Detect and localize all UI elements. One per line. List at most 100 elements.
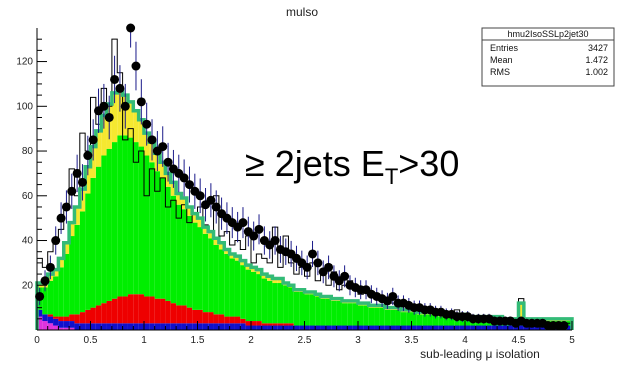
histogram-layer bbox=[37, 90, 572, 330]
red-bin-2 bbox=[47, 314, 54, 317]
blue-bin-38 bbox=[240, 323, 246, 330]
blue-bin-78 bbox=[454, 325, 460, 330]
blue-bin-9 bbox=[85, 323, 91, 330]
blue-bin-27 bbox=[181, 323, 187, 330]
yellow-bin-39 bbox=[245, 265, 251, 270]
red-bin-11 bbox=[95, 305, 102, 324]
stats-box: hmu2IsoSSLp2jet30 Entries 3427 Mean 1.47… bbox=[481, 27, 615, 87]
yellow-bin-40 bbox=[251, 267, 257, 272]
data-point-41 bbox=[254, 224, 264, 234]
green-bin-53 bbox=[320, 298, 326, 326]
green-bin-61 bbox=[363, 305, 369, 326]
green-bin-43 bbox=[267, 280, 273, 324]
green-bin-54 bbox=[325, 298, 332, 326]
data-point-38 bbox=[238, 218, 248, 228]
x-tick-label-2: 1 bbox=[141, 335, 147, 346]
red-bin-33 bbox=[213, 314, 219, 324]
blue-bin-74 bbox=[432, 325, 439, 330]
data-point-27 bbox=[179, 173, 189, 183]
x-tick-label-0: 0 bbox=[34, 335, 40, 346]
red-bin-8 bbox=[79, 312, 86, 324]
blue-bin-44 bbox=[272, 325, 278, 330]
blue-bin-24 bbox=[165, 323, 171, 330]
red-bin-36 bbox=[229, 316, 235, 324]
blue-bin-28 bbox=[186, 323, 193, 330]
axes-layer: 0 0.5 1 1.5 2 2.5 3 3.5 4 4.5 5 20 40 60 80 100 120 bbox=[16, 28, 575, 346]
blue-bin-51 bbox=[309, 325, 316, 330]
blue-bin-40 bbox=[251, 325, 257, 330]
data-point-52 bbox=[313, 258, 323, 268]
green-bin-49 bbox=[299, 291, 305, 326]
green-bin-25 bbox=[170, 195, 177, 304]
blue-bin-32 bbox=[208, 323, 214, 330]
blue-bin-17 bbox=[127, 323, 134, 330]
red-bin-12 bbox=[101, 303, 107, 324]
green-bin-46 bbox=[283, 285, 289, 324]
blue-bin-22 bbox=[154, 323, 161, 330]
red-bin-7 bbox=[74, 314, 80, 324]
data-point-18 bbox=[131, 61, 141, 71]
blue-bin-77 bbox=[448, 325, 455, 330]
data-point-13 bbox=[104, 112, 114, 122]
x-tick-label-9: 4.5 bbox=[512, 335, 526, 346]
blue-bin-35 bbox=[224, 323, 230, 330]
blue-bin-37 bbox=[234, 323, 241, 330]
red-bin-23 bbox=[160, 298, 166, 324]
green-bin-37 bbox=[234, 260, 241, 317]
green-bin-27 bbox=[181, 209, 187, 306]
green-bin-29 bbox=[192, 222, 198, 310]
yellow-bin-28 bbox=[186, 206, 193, 216]
green-bin-72 bbox=[422, 314, 428, 326]
blue-bin-52 bbox=[315, 325, 321, 330]
blue-bin-73 bbox=[427, 325, 433, 330]
yellow-bin-25 bbox=[170, 182, 177, 196]
blue-bin-76 bbox=[443, 325, 449, 330]
blue-bin-85 bbox=[491, 325, 498, 330]
green-bin-56 bbox=[336, 300, 342, 326]
green-bin-10 bbox=[90, 177, 96, 308]
blue-bin-29 bbox=[192, 323, 198, 330]
blue-bin-2 bbox=[47, 316, 54, 324]
green-bin-76 bbox=[443, 316, 449, 326]
data-point-7 bbox=[72, 168, 82, 178]
green-bin-80 bbox=[465, 318, 471, 326]
red-bin-4 bbox=[58, 316, 64, 322]
yellow-bin-45 bbox=[277, 278, 284, 284]
data-point-14 bbox=[110, 74, 120, 84]
x-tick-label-4: 2 bbox=[248, 335, 254, 346]
red-bin-34 bbox=[218, 314, 225, 324]
red-bin-43 bbox=[267, 323, 273, 326]
data-point-24 bbox=[163, 157, 173, 167]
blue-bin-64 bbox=[379, 325, 385, 330]
y-tick-label-0: 20 bbox=[22, 280, 34, 291]
blue-bin-21 bbox=[149, 323, 155, 330]
data-point-2 bbox=[45, 262, 55, 272]
magenta-bin-2 bbox=[47, 323, 54, 330]
yellow-bin-27 bbox=[181, 198, 187, 210]
blue-bin-68 bbox=[400, 325, 407, 330]
blue-bin-99 bbox=[566, 325, 572, 330]
blue-bin-30 bbox=[197, 323, 203, 330]
blue-bin-61 bbox=[363, 325, 369, 330]
red-bin-31 bbox=[202, 312, 209, 324]
blue-bin-41 bbox=[256, 325, 262, 330]
blue-bin-58 bbox=[347, 325, 353, 330]
blue-bin-16 bbox=[122, 323, 128, 330]
x-tick-label-1: 0.5 bbox=[84, 335, 98, 346]
stats-entries-value: 3427 bbox=[588, 43, 608, 53]
data-point-8 bbox=[77, 177, 87, 187]
x-tick-label-10: 5 bbox=[569, 335, 575, 346]
blue-bin-57 bbox=[341, 325, 348, 330]
blue-bin-7 bbox=[74, 323, 80, 330]
blue-bin-55 bbox=[331, 325, 337, 330]
red-bin-29 bbox=[192, 309, 198, 324]
y-tick-label-3: 80 bbox=[22, 146, 34, 157]
green-bin-17 bbox=[127, 137, 134, 295]
blue-bin-69 bbox=[406, 325, 412, 330]
blue-bin-83 bbox=[481, 325, 487, 330]
green-bin-21 bbox=[149, 162, 155, 297]
green-bin-22 bbox=[154, 171, 161, 299]
annotation-main: ≥ 2jets E bbox=[245, 143, 385, 184]
blue-bin-86 bbox=[497, 325, 503, 330]
red-bin-16 bbox=[122, 296, 128, 324]
